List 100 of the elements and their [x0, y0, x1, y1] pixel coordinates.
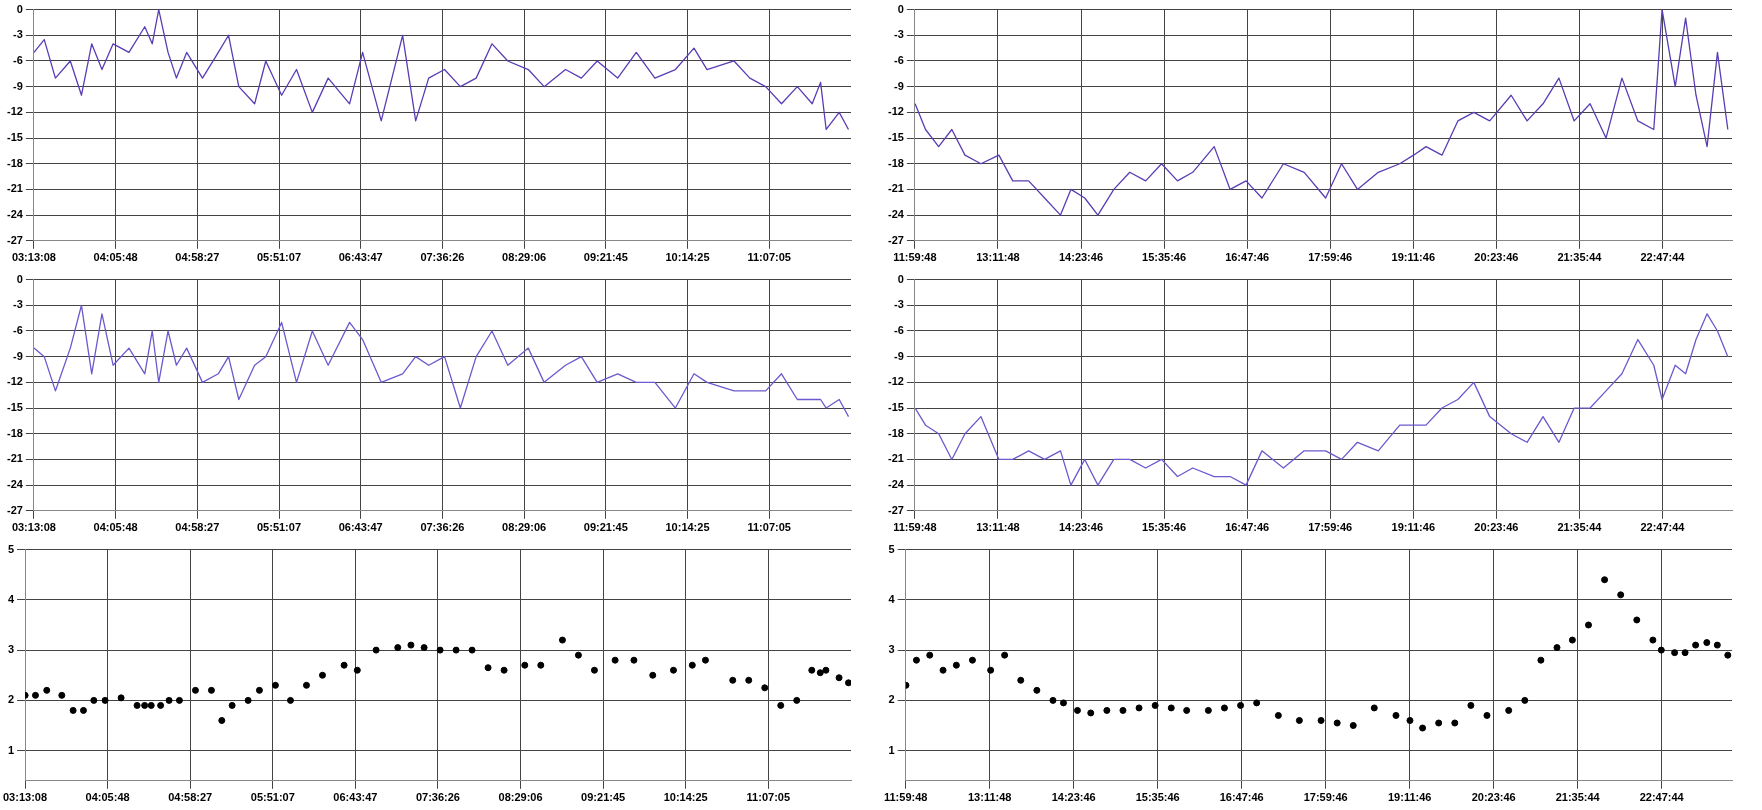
- x-tick-label: 16:47:46: [1225, 251, 1270, 264]
- x-tick-label: 20:23:46: [1471, 791, 1516, 804]
- x-tick-label: 22:47:44: [1639, 791, 1685, 804]
- x-tick-label: 04:05:48: [85, 791, 130, 804]
- point: [394, 644, 402, 652]
- point: [69, 706, 77, 714]
- point: [1119, 706, 1127, 714]
- y-tick-label: 0: [897, 272, 904, 285]
- point: [1333, 719, 1341, 727]
- x-tick-label: 11:59:48: [893, 251, 937, 264]
- x-tick-label: 21:35:44: [1557, 521, 1603, 534]
- y-tick-label: -3: [894, 298, 904, 311]
- x-tick-label: 03:13:08: [2, 791, 48, 804]
- point: [1584, 621, 1592, 629]
- y-tick-label: -27: [6, 233, 23, 246]
- y-tick-label: -21: [887, 452, 904, 465]
- x-tick-label: 10:14:25: [663, 791, 708, 804]
- x-tick-label: 06:43:47: [333, 791, 378, 804]
- x-tick-label: 08:29:06: [502, 251, 547, 264]
- point: [1001, 651, 1009, 659]
- y-tick-label: -12: [887, 105, 904, 118]
- y-tick-label: -3: [13, 298, 23, 311]
- y-tick-label: 2: [7, 693, 15, 706]
- y-tick-label: -27: [887, 503, 904, 516]
- point: [793, 696, 801, 704]
- point: [590, 666, 598, 674]
- y-tick-label: 0: [897, 2, 904, 15]
- point: [1087, 709, 1095, 717]
- point: [822, 666, 830, 674]
- point: [701, 656, 709, 664]
- y-tick-label: -24: [6, 208, 24, 221]
- y-tick-label: 3: [7, 643, 15, 656]
- x-tick-label: 11:59:48: [893, 521, 937, 534]
- point: [808, 666, 816, 674]
- y-tick-label: -24: [887, 208, 905, 221]
- point: [484, 664, 492, 672]
- point: [255, 686, 263, 694]
- y-tick-label: -9: [894, 349, 904, 362]
- point: [1617, 591, 1625, 599]
- point: [1253, 699, 1261, 707]
- y-tick-label: 5: [888, 542, 895, 555]
- point: [688, 661, 696, 669]
- point: [157, 701, 165, 709]
- point: [147, 701, 155, 709]
- x-tick-label: 03:13:08: [11, 251, 56, 264]
- y-tick-label: -15: [6, 401, 23, 414]
- point: [436, 646, 444, 654]
- x-tick-label: 21:35:44: [1557, 251, 1603, 264]
- y-tick-label: -27: [6, 503, 23, 516]
- point: [407, 641, 415, 649]
- point: [729, 676, 737, 684]
- point: [574, 651, 582, 659]
- point: [271, 681, 279, 689]
- y-tick-label: -24: [6, 478, 24, 491]
- y-tick-label: -3: [894, 28, 904, 41]
- point: [1435, 719, 1443, 727]
- y-tick-label: 1: [7, 743, 15, 756]
- x-tick-label: 08:29:06: [498, 791, 543, 804]
- point: [1135, 704, 1143, 712]
- y-tick-label: -9: [13, 79, 23, 92]
- point: [1553, 644, 1561, 652]
- point: [1033, 686, 1041, 694]
- point: [1406, 716, 1414, 724]
- point: [1681, 649, 1689, 657]
- point: [43, 686, 51, 694]
- x-tick-label: 11:07:05: [746, 791, 791, 804]
- x-tick-label: 13:11:48: [976, 251, 1020, 264]
- point: [912, 656, 920, 664]
- point: [340, 661, 348, 669]
- point: [1103, 706, 1111, 714]
- point: [1724, 651, 1732, 659]
- x-tick-label: 10:14:25: [665, 521, 710, 534]
- point: [1167, 704, 1175, 712]
- point: [468, 646, 476, 654]
- y-tick-label: -6: [13, 324, 23, 337]
- point: [1505, 706, 1513, 714]
- x-tick-label: 13:11:48: [968, 791, 1012, 804]
- point: [1633, 616, 1641, 624]
- point: [1059, 699, 1067, 707]
- x-tick-label: 14:23:46: [1051, 791, 1096, 804]
- x-tick-label: 15:35:46: [1142, 251, 1187, 264]
- point: [218, 716, 226, 724]
- point: [939, 666, 947, 674]
- x-tick-label: 20:23:46: [1474, 521, 1519, 534]
- point: [630, 656, 638, 664]
- point: [1483, 711, 1491, 719]
- point: [669, 666, 677, 674]
- point: [1713, 641, 1721, 649]
- x-tick-label: 14:23:46: [1058, 251, 1104, 264]
- point: [318, 671, 326, 679]
- x-tick-label: 11:59:48: [883, 791, 928, 804]
- point: [1220, 704, 1228, 712]
- x-tick-label: 07:36:26: [415, 791, 460, 804]
- y-tick-label: 3: [888, 643, 895, 656]
- point: [353, 666, 361, 674]
- point: [649, 671, 657, 679]
- point: [745, 676, 753, 684]
- x-tick-label: 06:43:47: [338, 521, 383, 534]
- x-tick-label: 14:23:46: [1058, 521, 1104, 534]
- point: [1657, 646, 1665, 654]
